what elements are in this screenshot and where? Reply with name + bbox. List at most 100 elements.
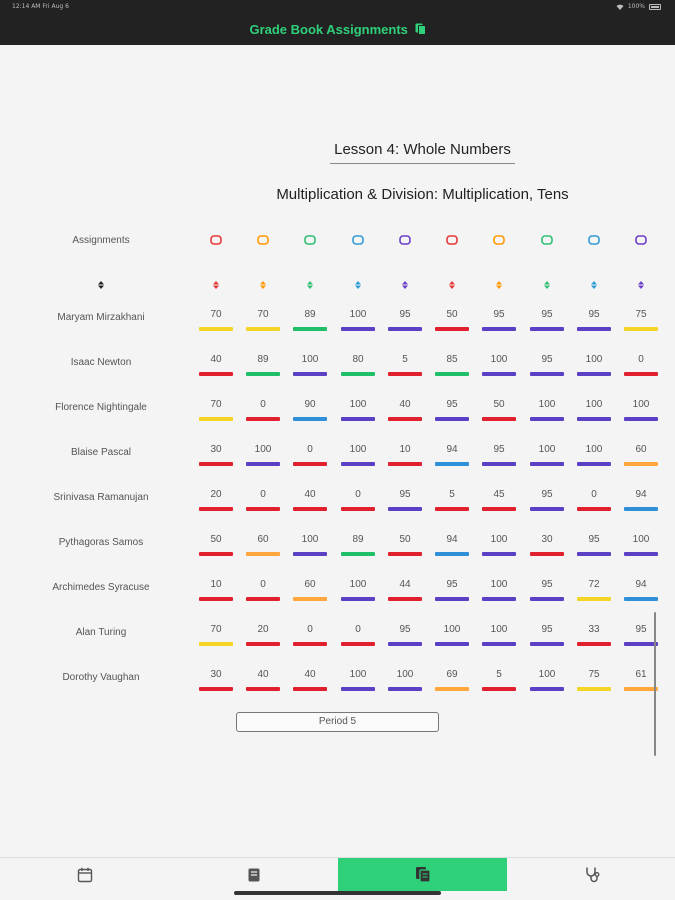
sort-icon[interactable]: [495, 280, 503, 290]
runner-icon[interactable]: [209, 234, 223, 246]
grade-cell[interactable]: 100: [577, 444, 611, 466]
grade-cell[interactable]: 10: [199, 579, 233, 601]
grade-cell[interactable]: 20: [246, 624, 280, 646]
grade-cell[interactable]: 95: [388, 309, 422, 331]
grade-cell[interactable]: 0: [246, 489, 280, 511]
grade-cell[interactable]: 100: [482, 534, 516, 556]
grade-cell[interactable]: 100: [482, 624, 516, 646]
grade-cell[interactable]: 60: [293, 579, 327, 601]
student-name[interactable]: Alan Turing: [75, 627, 127, 638]
grade-cell[interactable]: 100: [577, 399, 611, 421]
grade-cell[interactable]: 100: [624, 534, 658, 556]
grade-cell[interactable]: 85: [435, 354, 469, 376]
tab-book[interactable]: [169, 858, 338, 891]
grade-cell[interactable]: 0: [624, 354, 658, 376]
grade-cell[interactable]: 50: [199, 534, 233, 556]
grade-cell[interactable]: 94: [435, 534, 469, 556]
grade-cell[interactable]: 95: [530, 579, 564, 601]
grade-cell[interactable]: 40: [293, 669, 327, 691]
grade-cell[interactable]: 95: [624, 624, 658, 646]
student-name[interactable]: Blaise Pascal: [70, 447, 132, 458]
grade-cell[interactable]: 90: [293, 399, 327, 421]
student-name[interactable]: Srinivasa Ramanujan: [53, 492, 149, 503]
grade-cell[interactable]: 95: [530, 309, 564, 331]
grade-cell[interactable]: 89: [293, 309, 327, 331]
grade-cell[interactable]: 75: [624, 309, 658, 331]
grade-cell[interactable]: 100: [530, 669, 564, 691]
grade-cell[interactable]: 94: [624, 579, 658, 601]
ticket-icon[interactable]: [445, 234, 459, 246]
grade-cell[interactable]: 40: [388, 399, 422, 421]
grade-cell[interactable]: 95: [435, 399, 469, 421]
grade-cell[interactable]: 50: [435, 309, 469, 331]
grade-cell[interactable]: 33: [577, 624, 611, 646]
grade-cell[interactable]: 70: [199, 624, 233, 646]
grade-cell[interactable]: 95: [435, 579, 469, 601]
tab-calendar[interactable]: [0, 858, 169, 891]
grade-cell[interactable]: 100: [388, 669, 422, 691]
tab-gradebook[interactable]: [338, 858, 507, 891]
grade-cell[interactable]: 30: [530, 534, 564, 556]
grade-cell[interactable]: 5: [388, 354, 422, 376]
sort-icon[interactable]: [212, 280, 220, 290]
grade-cell[interactable]: 5: [482, 669, 516, 691]
grade-cell[interactable]: 100: [624, 399, 658, 421]
grade-cell[interactable]: 94: [435, 444, 469, 466]
grade-cell[interactable]: 100: [530, 444, 564, 466]
grade-cell[interactable]: 40: [246, 669, 280, 691]
chat-icon[interactable]: [256, 234, 270, 246]
scrollbar[interactable]: [654, 612, 656, 756]
grade-cell[interactable]: 95: [482, 309, 516, 331]
grade-cell[interactable]: 40: [293, 489, 327, 511]
goal-icon[interactable]: [540, 234, 554, 246]
grade-cell[interactable]: 100: [577, 354, 611, 376]
period-button[interactable]: Period 5: [236, 712, 439, 732]
grade-cell[interactable]: 50: [388, 534, 422, 556]
grade-cell[interactable]: 95: [530, 624, 564, 646]
grade-cell[interactable]: 60: [246, 534, 280, 556]
grade-cell[interactable]: 0: [246, 399, 280, 421]
grade-cell[interactable]: 69: [435, 669, 469, 691]
student-name[interactable]: Pythagoras Samos: [58, 537, 144, 548]
sort-icon[interactable]: [448, 280, 456, 290]
grade-cell[interactable]: 72: [577, 579, 611, 601]
grade-cell[interactable]: 95: [388, 624, 422, 646]
target-icon[interactable]: [398, 234, 412, 246]
grade-cell[interactable]: 100: [341, 579, 375, 601]
grade-cell[interactable]: 95: [388, 489, 422, 511]
grade-cell[interactable]: 89: [341, 534, 375, 556]
grade-cell[interactable]: 70: [199, 399, 233, 421]
sort-icon[interactable]: [637, 280, 645, 290]
grade-cell[interactable]: 44: [388, 579, 422, 601]
grade-cell[interactable]: 0: [341, 624, 375, 646]
grade-cell[interactable]: 30: [199, 444, 233, 466]
grade-cell[interactable]: 0: [293, 444, 327, 466]
grade-cell[interactable]: 30: [199, 669, 233, 691]
sort-icon[interactable]: [259, 280, 267, 290]
grade-cell[interactable]: 95: [482, 444, 516, 466]
grade-cell[interactable]: 95: [530, 354, 564, 376]
sort-icon[interactable]: [590, 280, 598, 290]
grade-cell[interactable]: 50: [482, 399, 516, 421]
dumbbell-icon[interactable]: [492, 234, 506, 246]
grade-cell[interactable]: 94: [624, 489, 658, 511]
grade-cell[interactable]: 80: [341, 354, 375, 376]
grade-cell[interactable]: 100: [482, 354, 516, 376]
grade-cell[interactable]: 95: [577, 534, 611, 556]
grade-cell[interactable]: 40: [199, 354, 233, 376]
sort-icon[interactable]: [306, 280, 314, 290]
grade-cell[interactable]: 10: [388, 444, 422, 466]
grade-cell[interactable]: 100: [293, 534, 327, 556]
grade-cell[interactable]: 0: [341, 489, 375, 511]
grade-cell[interactable]: 100: [293, 354, 327, 376]
grade-cell[interactable]: 70: [199, 309, 233, 331]
grade-cell[interactable]: 60: [624, 444, 658, 466]
grade-cell[interactable]: 0: [577, 489, 611, 511]
gamepad-icon[interactable]: [634, 234, 648, 246]
tent-icon[interactable]: [303, 234, 317, 246]
grade-cell[interactable]: 61: [624, 669, 658, 691]
student-name[interactable]: Dorothy Vaughan: [62, 672, 140, 683]
grade-cell[interactable]: 20: [199, 489, 233, 511]
grade-cell[interactable]: 0: [293, 624, 327, 646]
sort-icon[interactable]: [97, 280, 105, 290]
